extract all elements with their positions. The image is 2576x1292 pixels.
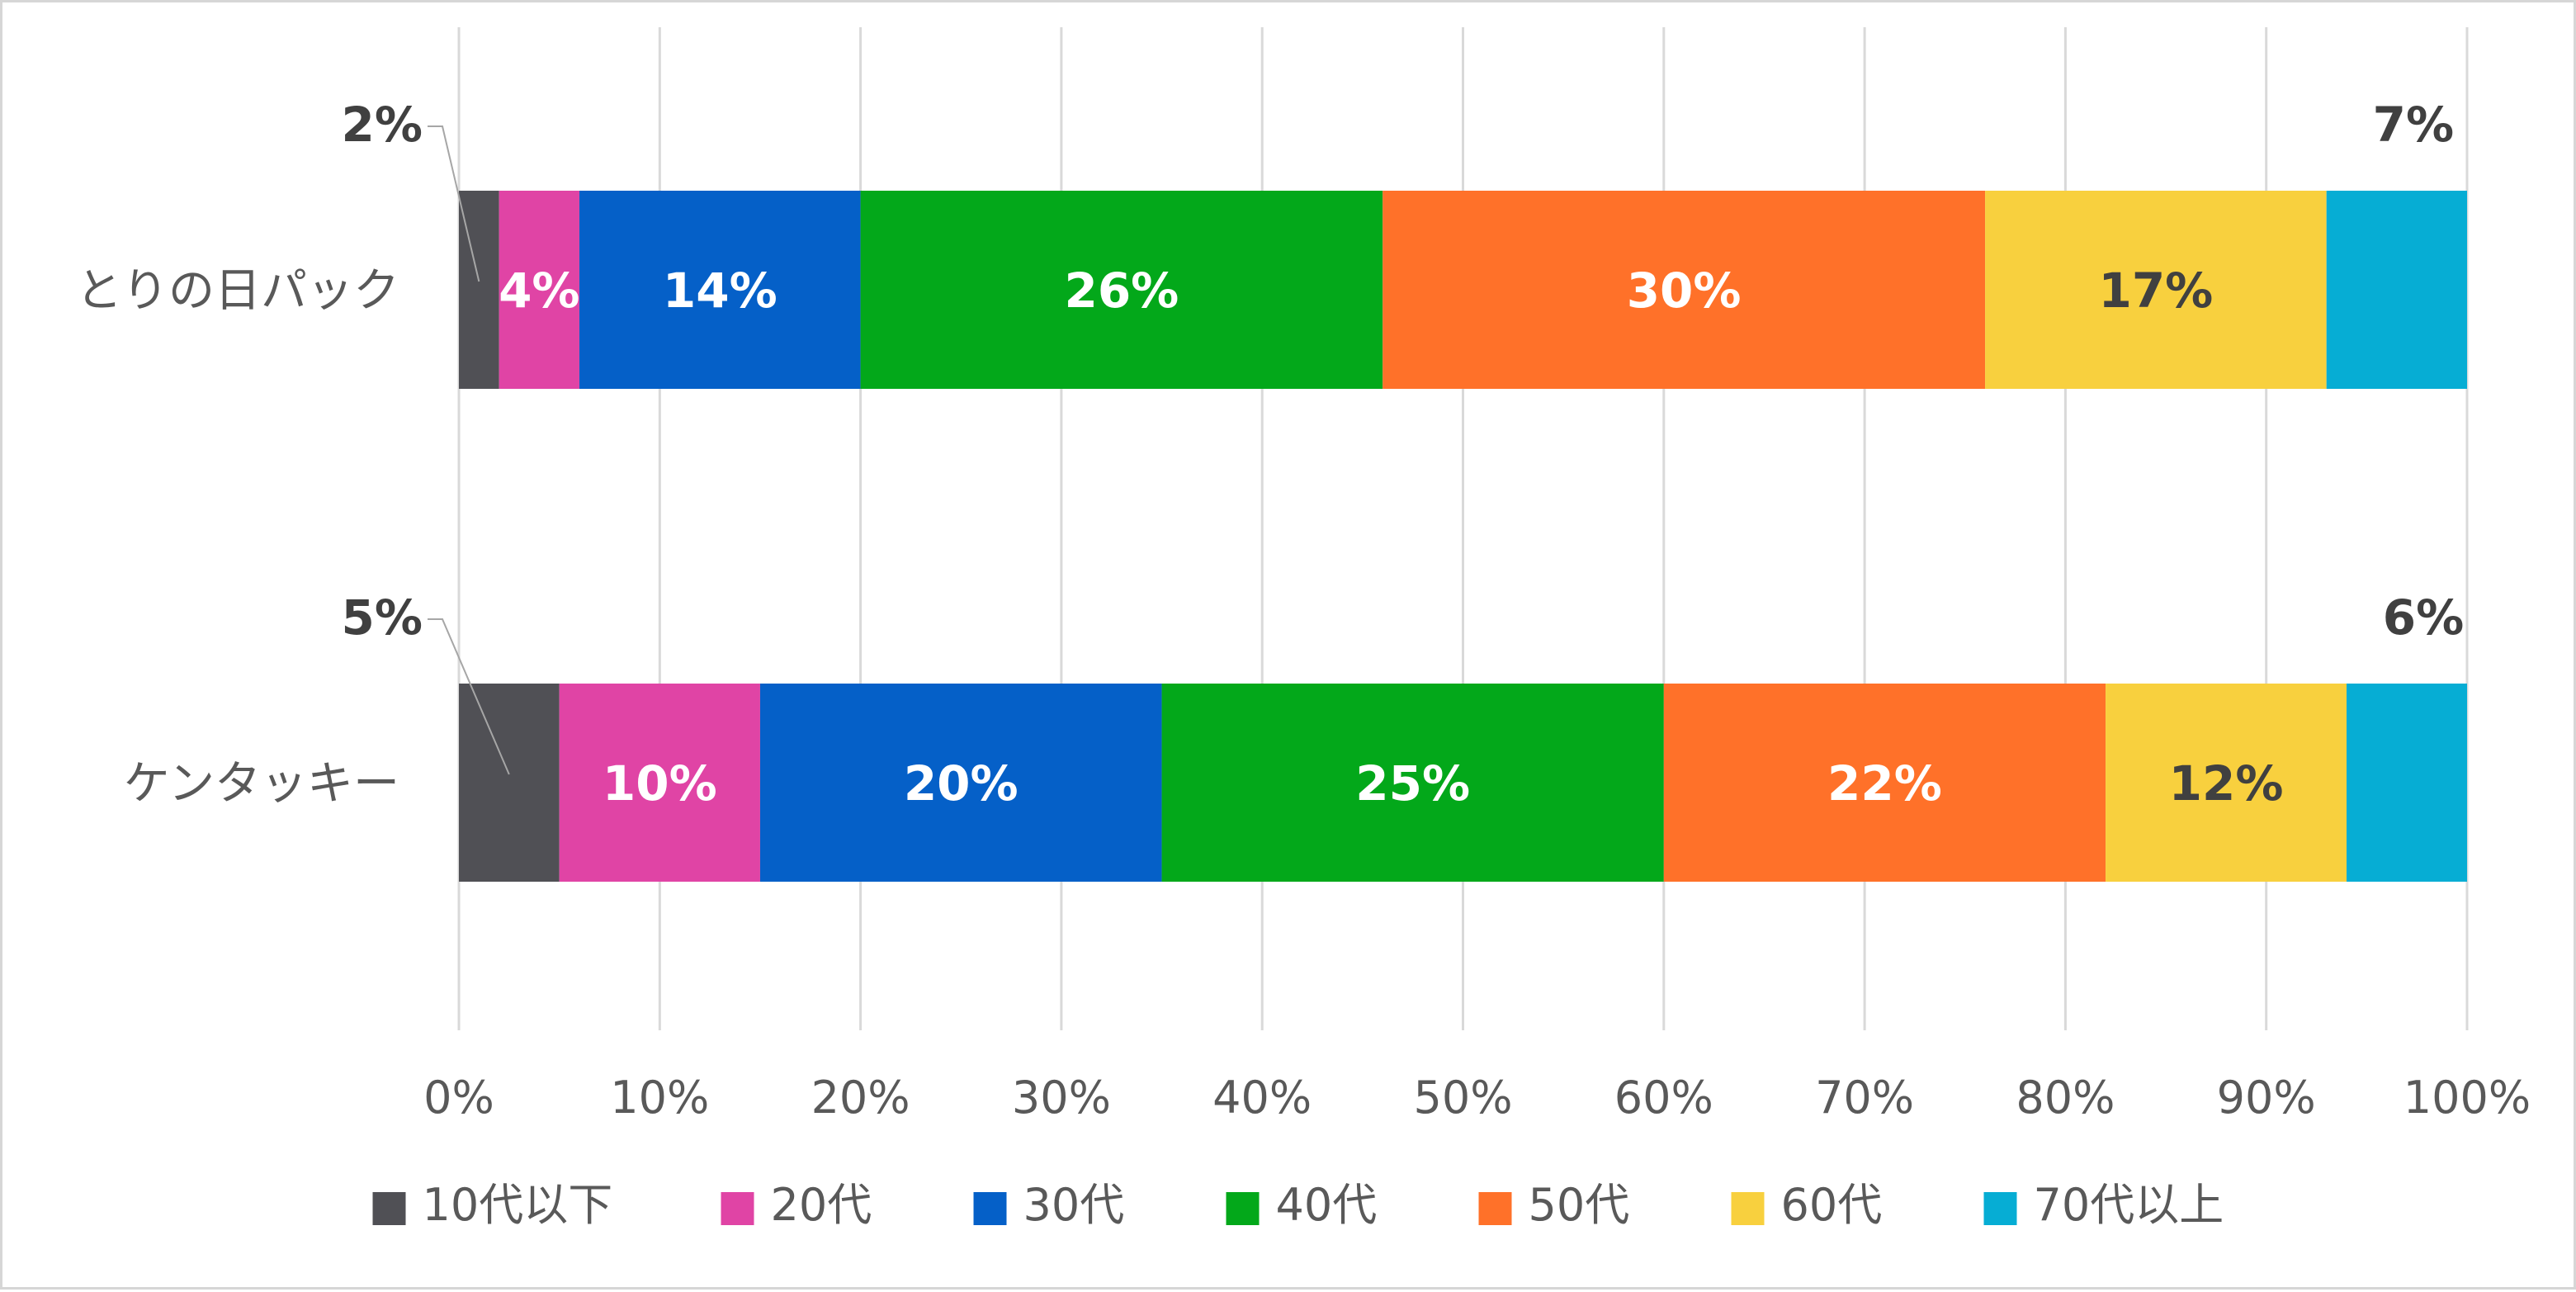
legend-swatch xyxy=(1226,1192,1260,1225)
bars xyxy=(459,191,2467,882)
legend-swatch xyxy=(372,1192,406,1225)
x-tick-label: 60% xyxy=(1614,1072,1713,1124)
category-label: とりの日パック xyxy=(76,264,399,318)
x-tick-label: 100% xyxy=(2403,1072,2531,1124)
data-label: 2% xyxy=(342,97,423,153)
legend-item: 10代以下 xyxy=(372,1179,613,1231)
bar-segment xyxy=(2326,191,2467,389)
bar-segment xyxy=(1663,684,2106,882)
legend-label: 70代以上 xyxy=(2034,1179,2224,1231)
x-tick-label: 40% xyxy=(1212,1072,1312,1124)
data-labels: 2% 4% 14% 26% 30% 17% 7% 5% 10% 20% 25% 22% 12% 6% xyxy=(342,97,2465,812)
bar-segment xyxy=(559,684,760,882)
x-tick-label: 10% xyxy=(610,1072,709,1124)
legend-item: 30代 xyxy=(973,1179,1125,1231)
legend-swatch xyxy=(1983,1192,2017,1225)
callout-leader-line xyxy=(428,125,480,282)
legend: 10代以下 20代 30代 40代 50代 60代 70代以上 xyxy=(372,1179,2224,1231)
data-label: 20% xyxy=(904,755,1019,812)
legend-label: 50代 xyxy=(1529,1179,1630,1231)
bar-segment xyxy=(1985,191,2327,389)
legend-label: 60代 xyxy=(1781,1179,1883,1231)
legend-label: 10代以下 xyxy=(423,1179,613,1231)
legend-swatch xyxy=(1478,1192,1512,1225)
category-label: ケンタッキー xyxy=(124,757,399,811)
bar-segment xyxy=(759,684,1162,882)
data-label: 25% xyxy=(1355,755,1470,812)
x-tick-label: 70% xyxy=(1815,1072,1914,1124)
x-tick-label: 50% xyxy=(1413,1072,1512,1124)
legend-item: 50代 xyxy=(1478,1179,1630,1231)
x-tick-label: 0% xyxy=(423,1072,494,1124)
data-label: 22% xyxy=(1827,755,1942,812)
legend-label: 30代 xyxy=(1023,1179,1125,1231)
bar-segment xyxy=(1161,684,1664,882)
data-label: 12% xyxy=(2169,755,2284,812)
data-label: 30% xyxy=(1627,263,1742,319)
bar-segment xyxy=(860,191,1383,389)
bar-segment xyxy=(499,191,579,389)
callout-leader-line xyxy=(428,618,510,775)
legend-item: 60代 xyxy=(1731,1179,1883,1231)
legend-swatch xyxy=(973,1192,1007,1225)
legend-label: 20代 xyxy=(771,1179,872,1231)
x-tick-label: 30% xyxy=(1012,1072,1111,1124)
legend-swatch xyxy=(1731,1192,1765,1225)
data-label: 26% xyxy=(1064,263,1179,319)
data-label: 14% xyxy=(663,263,778,319)
x-tick-label: 80% xyxy=(2016,1072,2115,1124)
bar-segment xyxy=(579,191,861,389)
data-label: 5% xyxy=(342,589,423,646)
legend-item: 40代 xyxy=(1226,1179,1378,1231)
data-label: 17% xyxy=(2098,263,2213,319)
legend-swatch xyxy=(721,1192,754,1225)
data-label: 7% xyxy=(2373,97,2454,153)
axis-labels: 0% 10% 20% 30% 40% 50% 60% 70% 80% 90% 100% とりの日パック… xyxy=(76,264,2531,1124)
bar-segment xyxy=(1383,191,1986,389)
bar-segment xyxy=(2106,684,2347,882)
data-label: 10% xyxy=(603,755,717,812)
legend-label: 40代 xyxy=(1276,1179,1378,1231)
data-label: 4% xyxy=(499,263,579,319)
x-tick-label: 90% xyxy=(2217,1072,2316,1124)
legend-item: 70代以上 xyxy=(1983,1179,2224,1231)
bar-segment xyxy=(2347,684,2467,882)
legend-item: 20代 xyxy=(721,1179,872,1231)
x-tick-label: 20% xyxy=(811,1072,910,1124)
bar-segment xyxy=(459,684,560,882)
data-label: 6% xyxy=(2383,589,2464,646)
